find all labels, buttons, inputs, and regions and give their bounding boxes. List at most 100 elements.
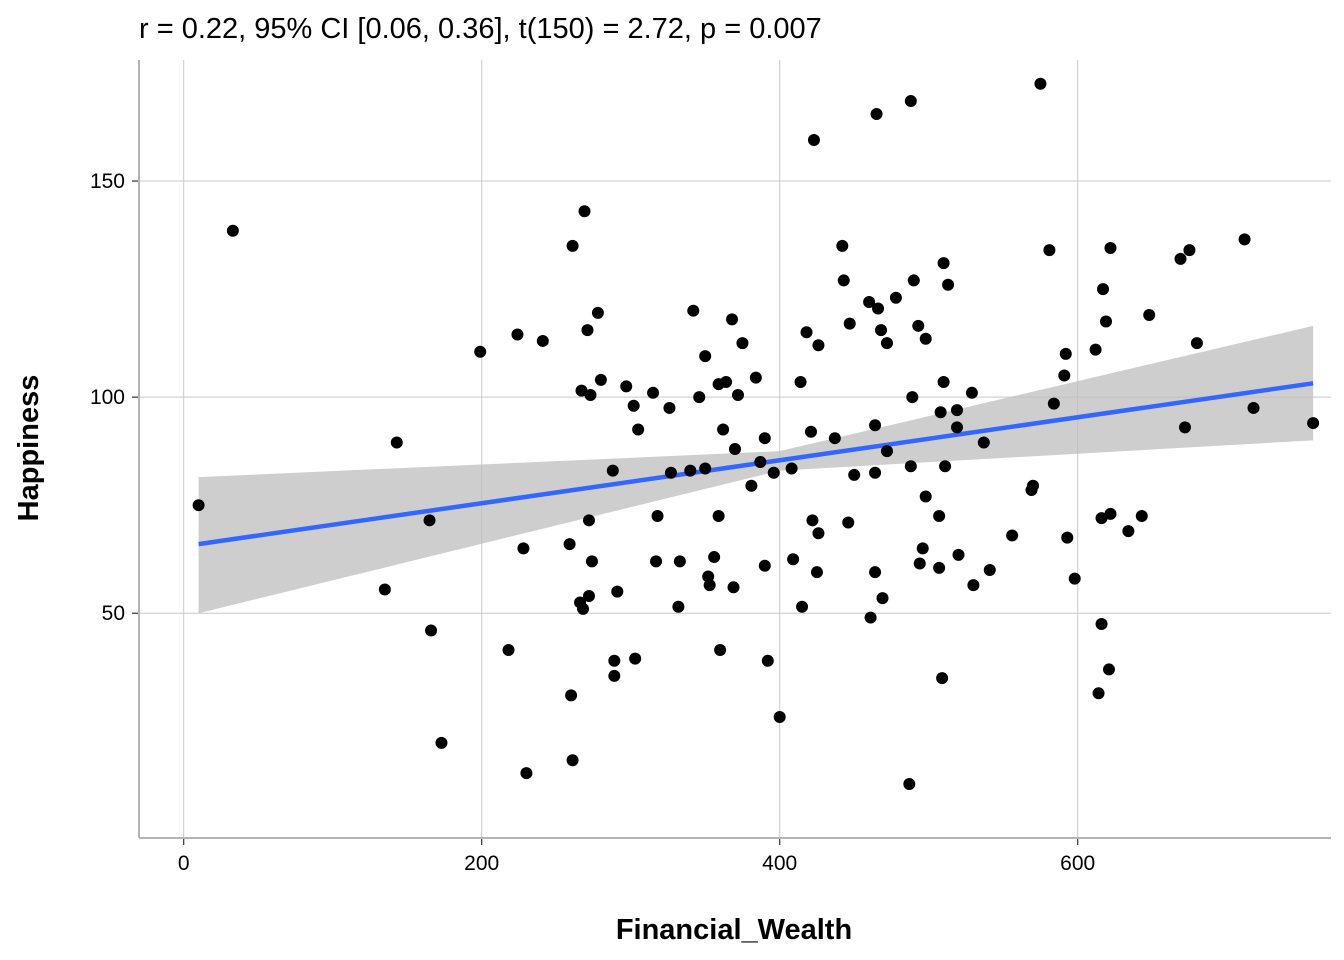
data-point — [423, 514, 436, 527]
data-point — [906, 391, 919, 404]
data-point — [1143, 309, 1156, 322]
data-point — [745, 479, 758, 492]
data-point — [651, 509, 664, 522]
data-point — [952, 548, 965, 561]
data-point — [864, 611, 877, 624]
data-point — [870, 108, 883, 121]
data-point — [712, 509, 725, 522]
data-point — [390, 436, 403, 449]
data-point — [1238, 233, 1251, 246]
data-point — [812, 527, 825, 540]
data-point — [913, 557, 926, 570]
data-point — [435, 736, 448, 749]
data-point — [1061, 531, 1074, 544]
data-point — [967, 579, 980, 592]
data-point — [606, 464, 619, 477]
data-point — [1089, 343, 1102, 356]
data-point — [726, 313, 739, 326]
data-point — [754, 455, 767, 468]
data-point — [672, 600, 685, 613]
data-point — [511, 328, 524, 341]
data-point — [565, 689, 578, 702]
data-point — [714, 643, 727, 656]
data-point — [1095, 618, 1108, 631]
data-point — [942, 278, 955, 291]
data-points — [192, 77, 1320, 790]
data-point — [581, 324, 594, 337]
x-tick-label: 0 — [178, 852, 190, 875]
data-point — [761, 654, 774, 667]
data-point — [869, 466, 882, 479]
data-point — [1122, 525, 1135, 538]
data-point — [729, 443, 741, 455]
data-point — [880, 445, 893, 458]
x-tick-label: 600 — [1060, 852, 1095, 875]
data-point — [582, 514, 595, 527]
data-point — [1095, 512, 1108, 525]
data-point — [800, 326, 813, 339]
data-point — [708, 551, 721, 564]
data-point — [731, 388, 744, 401]
data-point — [425, 624, 438, 637]
data-point — [693, 391, 706, 404]
data-point — [758, 432, 771, 445]
data-point — [736, 337, 749, 350]
data-point — [837, 274, 850, 287]
data-point — [904, 460, 917, 473]
data-point — [872, 302, 885, 315]
data-point — [983, 564, 996, 577]
data-point — [1097, 283, 1110, 296]
data-point — [749, 371, 762, 384]
data-point — [1006, 529, 1019, 542]
data-point — [663, 401, 676, 414]
data-point — [1178, 421, 1191, 434]
confidence-band-group — [198, 325, 1314, 614]
data-point — [876, 592, 889, 605]
x-tick-label: 400 — [762, 852, 797, 875]
data-point — [810, 566, 823, 579]
data-point — [903, 777, 916, 790]
data-point — [1043, 244, 1056, 257]
data-point — [977, 436, 990, 449]
data-point — [907, 274, 920, 287]
data-point — [965, 386, 978, 399]
data-point — [226, 224, 239, 237]
data-point — [1100, 315, 1113, 328]
data-point — [1059, 347, 1072, 360]
data-point — [869, 419, 882, 432]
y-axis-title: Happiness — [13, 375, 45, 522]
data-point — [192, 499, 205, 512]
data-point — [378, 583, 391, 596]
data-point — [794, 376, 807, 389]
data-point — [889, 291, 902, 304]
data-point — [502, 643, 515, 656]
data-point — [806, 514, 819, 527]
axes: 0 200 400 600 50 100 150 — [90, 60, 1331, 875]
data-point — [933, 509, 946, 522]
data-point — [474, 345, 487, 358]
y-tick-label: 150 — [90, 170, 125, 193]
data-point — [951, 404, 964, 417]
data-point — [1068, 572, 1081, 585]
data-point — [720, 376, 733, 389]
data-point — [812, 339, 825, 352]
data-point — [848, 468, 861, 481]
data-point — [584, 388, 597, 401]
x-tick-label: 200 — [464, 852, 499, 875]
data-point — [687, 304, 700, 317]
data-point — [575, 384, 588, 397]
data-point — [1047, 397, 1060, 410]
data-point — [880, 337, 893, 350]
data-point — [727, 581, 740, 594]
data-point — [804, 425, 817, 438]
data-point — [939, 460, 952, 473]
data-point — [1034, 77, 1047, 90]
confidence-band — [198, 325, 1314, 614]
data-point — [919, 332, 932, 345]
data-point — [863, 296, 876, 309]
data-point — [807, 133, 820, 146]
data-point — [563, 538, 576, 551]
data-point — [1307, 417, 1320, 430]
data-point — [536, 334, 549, 347]
